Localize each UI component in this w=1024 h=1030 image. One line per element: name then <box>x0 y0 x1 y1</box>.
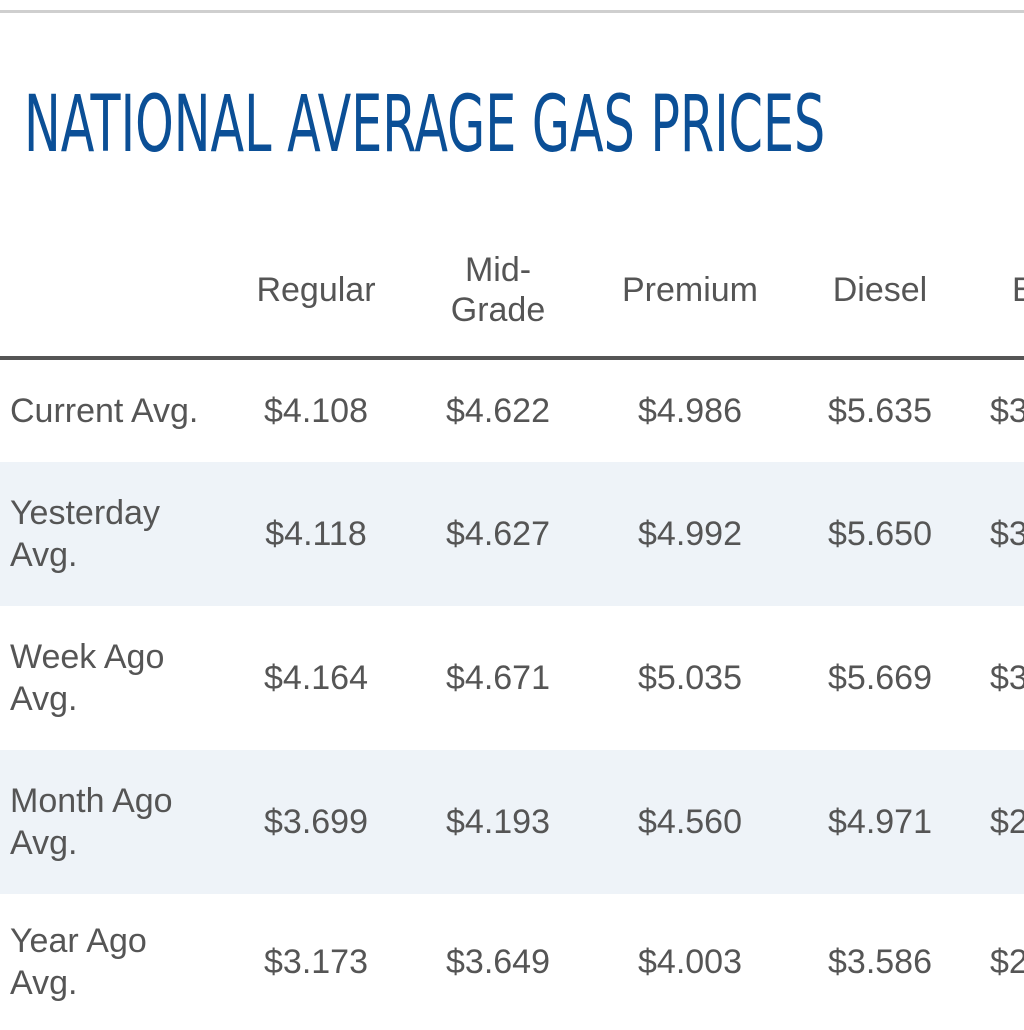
price-premium: $4.986 <box>638 391 742 430</box>
table-row-year-ago: Year Ago Avg. $3.173 $3.649 $4.003 $3.58… <box>0 894 1024 1030</box>
price-mid-grade: $3.649 <box>446 942 550 981</box>
price-mid-grade: $4.193 <box>446 802 550 841</box>
column-header-mid-grade: Mid- Grade <box>450 251 546 329</box>
table-row-yesterday: Yesterday Avg. $4.118 $4.627 $4.992 $5.6… <box>0 462 1024 606</box>
header-divider <box>0 356 1024 360</box>
price-diesel: $4.971 <box>828 802 932 841</box>
row-label: Year Ago Avg. <box>10 922 147 1002</box>
price-regular: $3.173 <box>264 942 368 981</box>
price-regular: $4.118 <box>265 514 367 553</box>
price-e85: $3 <box>990 391 1024 430</box>
table-row-month-ago: Month Ago Avg. $3.699 $4.193 $4.560 $4.9… <box>0 750 1024 894</box>
price-diesel: $5.669 <box>828 658 932 697</box>
price-mid-grade: $4.627 <box>446 514 550 553</box>
price-e85: $3 <box>990 514 1024 553</box>
price-regular: $4.108 <box>264 391 368 430</box>
price-e85: $3 <box>990 658 1024 697</box>
price-diesel: $3.586 <box>828 942 932 981</box>
price-premium: $5.035 <box>638 658 742 697</box>
price-premium: $4.003 <box>638 942 742 981</box>
row-label: Week Ago Avg. <box>10 638 165 718</box>
price-premium: $4.560 <box>638 802 742 841</box>
price-regular: $3.699 <box>264 802 368 841</box>
table-row-current: Current Avg. $4.108 $4.622 $4.986 $5.635… <box>0 360 1024 462</box>
price-premium: $4.992 <box>638 514 742 553</box>
row-label: Month Ago Avg. <box>10 782 173 862</box>
price-e85: $2 <box>990 802 1024 841</box>
row-label: Current Avg. <box>10 392 199 430</box>
price-e85: $2 <box>990 942 1024 981</box>
price-diesel: $5.635 <box>828 391 932 430</box>
column-header-e85: E85 <box>1012 271 1024 309</box>
row-label: Yesterday Avg. <box>10 494 160 574</box>
price-diesel: $5.650 <box>828 514 932 553</box>
column-header-regular: Regular <box>256 271 376 309</box>
price-mid-grade: $4.622 <box>446 391 550 430</box>
price-regular: $4.164 <box>264 658 368 697</box>
price-mid-grade: $4.671 <box>446 658 550 697</box>
table-row-week-ago: Week Ago Avg. $4.164 $4.671 $5.035 $5.66… <box>0 606 1024 750</box>
page-title: NATIONAL AVERAGE GAS PRICES <box>24 80 826 170</box>
column-header-premium: Premium <box>621 271 759 309</box>
top-divider <box>0 10 1024 13</box>
column-header-diesel: Diesel <box>832 271 928 309</box>
